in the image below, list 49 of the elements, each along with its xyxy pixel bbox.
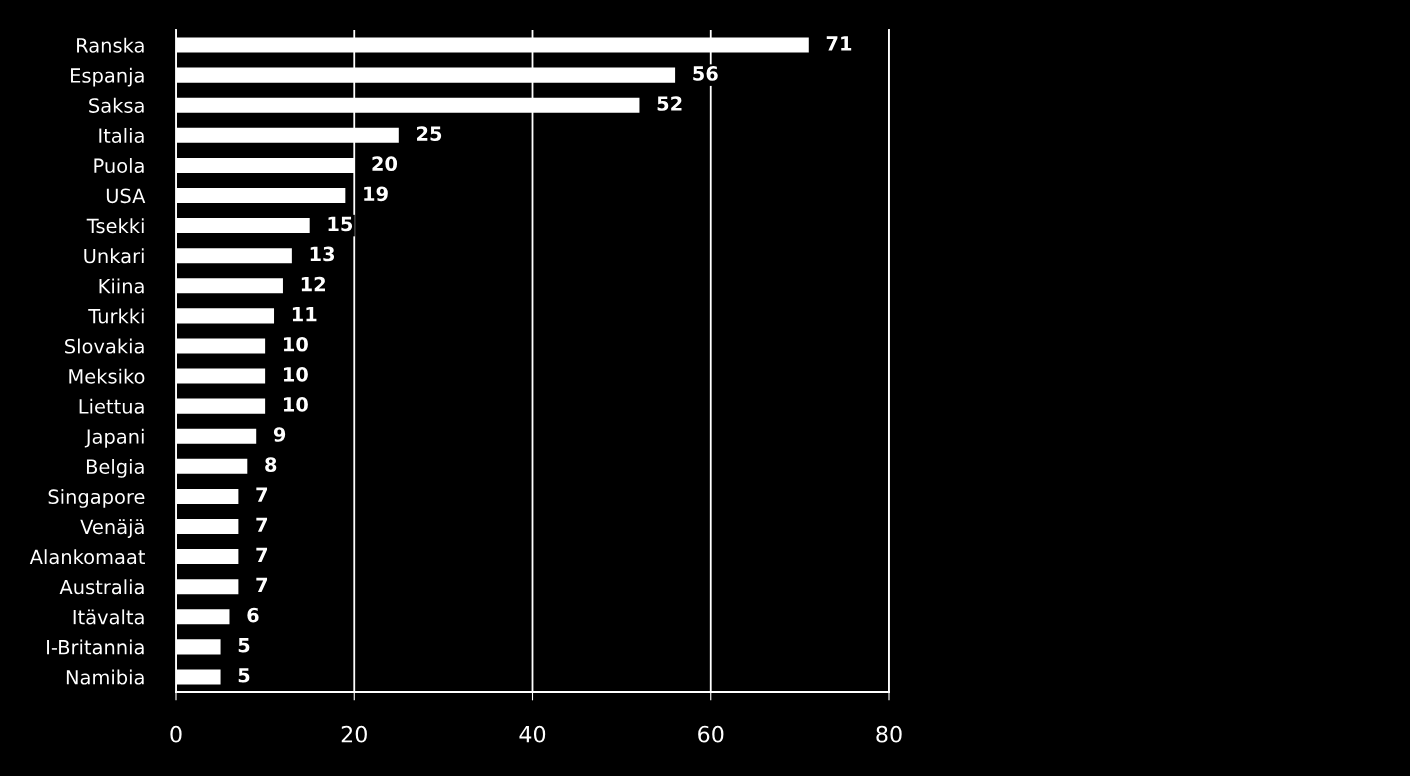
y-tick-label: Liettua (79, 398, 144, 414)
y-tick-label: Saksa (89, 97, 144, 113)
y-tick-label: Turkki (88, 308, 144, 324)
x-tick-label: 20 (341, 725, 367, 743)
y-tick-label: Alankomaat (29, 549, 145, 565)
y-tick-label: Italia (99, 127, 144, 143)
y-tick-label: I-Britannia (47, 639, 144, 655)
data-label: 52 (657, 96, 682, 111)
y-tick-label: Venäjä (80, 519, 144, 538)
data-label: 8 (265, 457, 277, 472)
data-label: 9 (273, 427, 286, 442)
data-label: 10 (283, 366, 308, 382)
data-label: 15 (328, 216, 353, 232)
data-label: 19 (364, 186, 388, 202)
y-tick-label: Slovakia (65, 338, 144, 354)
data-label: 6 (247, 607, 259, 623)
y-tick-label: Espanja (71, 67, 144, 87)
y-tick-label: Namibia (66, 669, 144, 685)
data-label: 11 (292, 307, 317, 322)
y-tick-label: Australia (59, 579, 144, 595)
x-tick-label: 80 (876, 725, 902, 743)
data-label: 10 (283, 397, 308, 412)
y-tick-label: USA (106, 188, 146, 204)
y-tick-label: Meksiko (69, 368, 145, 384)
data-label: 10 (283, 336, 308, 352)
data-label: 7 (256, 517, 268, 532)
data-label: 5 (238, 668, 250, 683)
data-label: 13 (310, 246, 335, 262)
y-tick-label: Puola (94, 158, 144, 174)
data-label: 25 (417, 126, 442, 141)
data-label: 5 (238, 638, 250, 653)
y-tick-label: Itävalta (73, 609, 144, 625)
data-label: 20 (372, 156, 398, 172)
x-tick-label: 60 (698, 725, 724, 743)
data-label: 12 (301, 276, 325, 292)
x-tick-label: 40 (519, 725, 546, 743)
y-tick-label: Unkari (84, 248, 144, 264)
y-tick-label: Singapore (48, 489, 145, 508)
data-label: 71 (826, 36, 852, 51)
data-label: 7 (256, 547, 268, 562)
data-label: 7 (256, 487, 268, 502)
y-tick-label: Kiina (99, 278, 144, 294)
data-label: 7 (256, 577, 268, 593)
x-tick-label: 0 (170, 725, 182, 743)
y-tick-label: Japani (84, 428, 144, 448)
data-label: 56 (693, 66, 718, 81)
y-tick-label: Ranska (77, 37, 144, 53)
y-tick-label: Belgia (86, 458, 144, 478)
y-tick-label: Tsekki (86, 218, 144, 234)
